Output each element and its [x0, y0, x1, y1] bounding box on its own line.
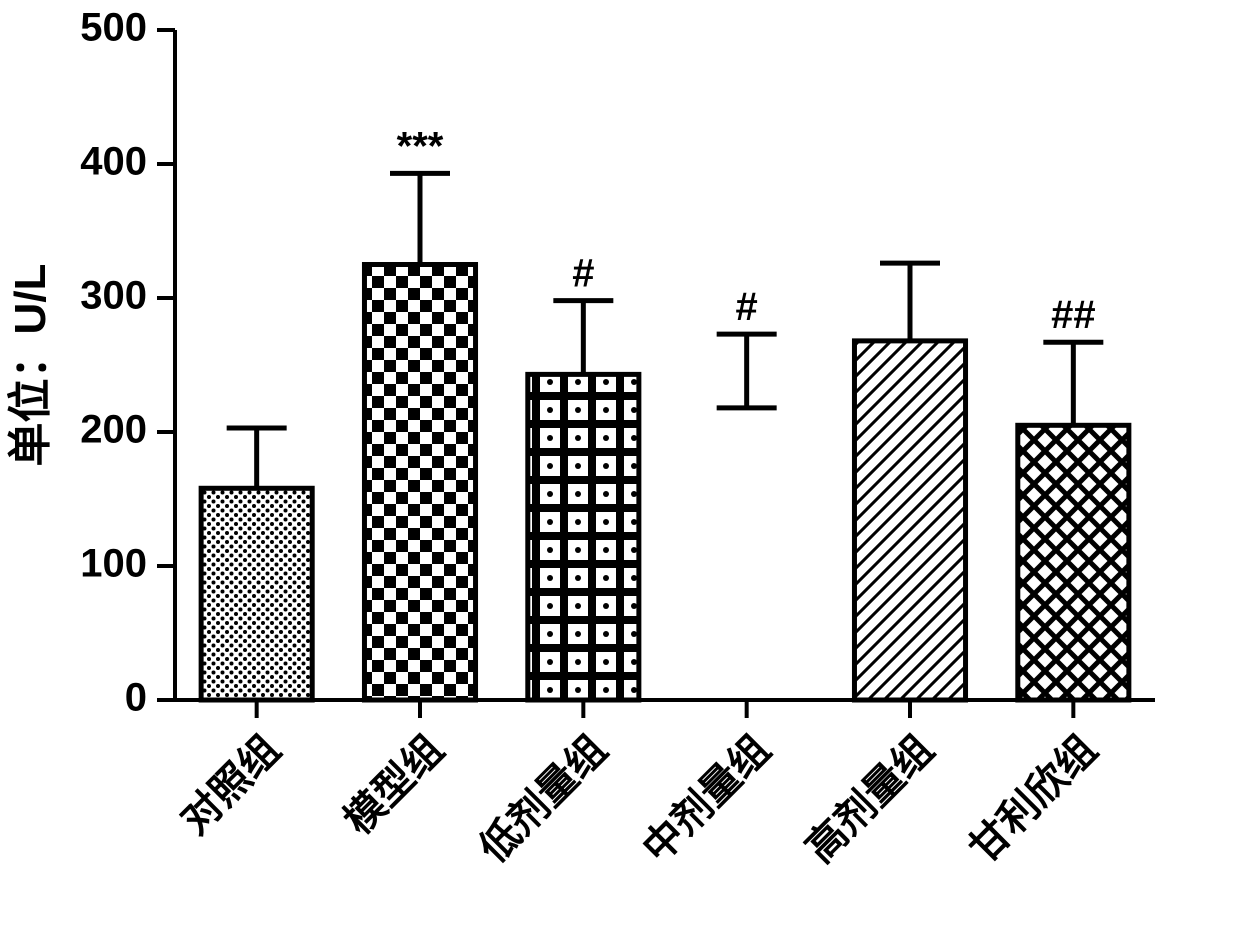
bar: [854, 341, 965, 700]
sig-label: ***: [397, 124, 444, 168]
sig-label: #: [572, 252, 594, 296]
svg-text:100: 100: [80, 542, 147, 586]
svg-text:0: 0: [125, 676, 147, 720]
svg-text:500: 500: [80, 6, 147, 50]
svg-text:200: 200: [80, 408, 147, 452]
x-label: 对照组: [173, 727, 289, 843]
svg-text:300: 300: [80, 274, 147, 318]
x-label: 高剂量组: [798, 727, 942, 871]
x-label: 甘利欣组: [961, 727, 1105, 871]
sig-label: #: [736, 285, 758, 329]
x-label: 中剂量组: [635, 727, 779, 871]
svg-text:400: 400: [80, 140, 147, 184]
x-label: 低剂量组: [471, 727, 615, 871]
bar: [201, 488, 312, 700]
bar: [364, 265, 475, 701]
sig-label: ##: [1051, 293, 1096, 337]
chart-svg: 0 100 200 300 400 500 单位：U/L 对照组 *** 模型组 # 低剂量组 # 中剂量…: [0, 0, 1240, 936]
bar: [528, 374, 639, 700]
bar: [1018, 425, 1129, 700]
bar-chart: 0 100 200 300 400 500 单位：U/L 对照组 *** 模型组 # 低剂量组 # 中剂量…: [0, 0, 1240, 936]
svg-text:单位：U/L: 单位：U/L: [6, 264, 55, 467]
x-label: 模型组: [336, 727, 452, 843]
